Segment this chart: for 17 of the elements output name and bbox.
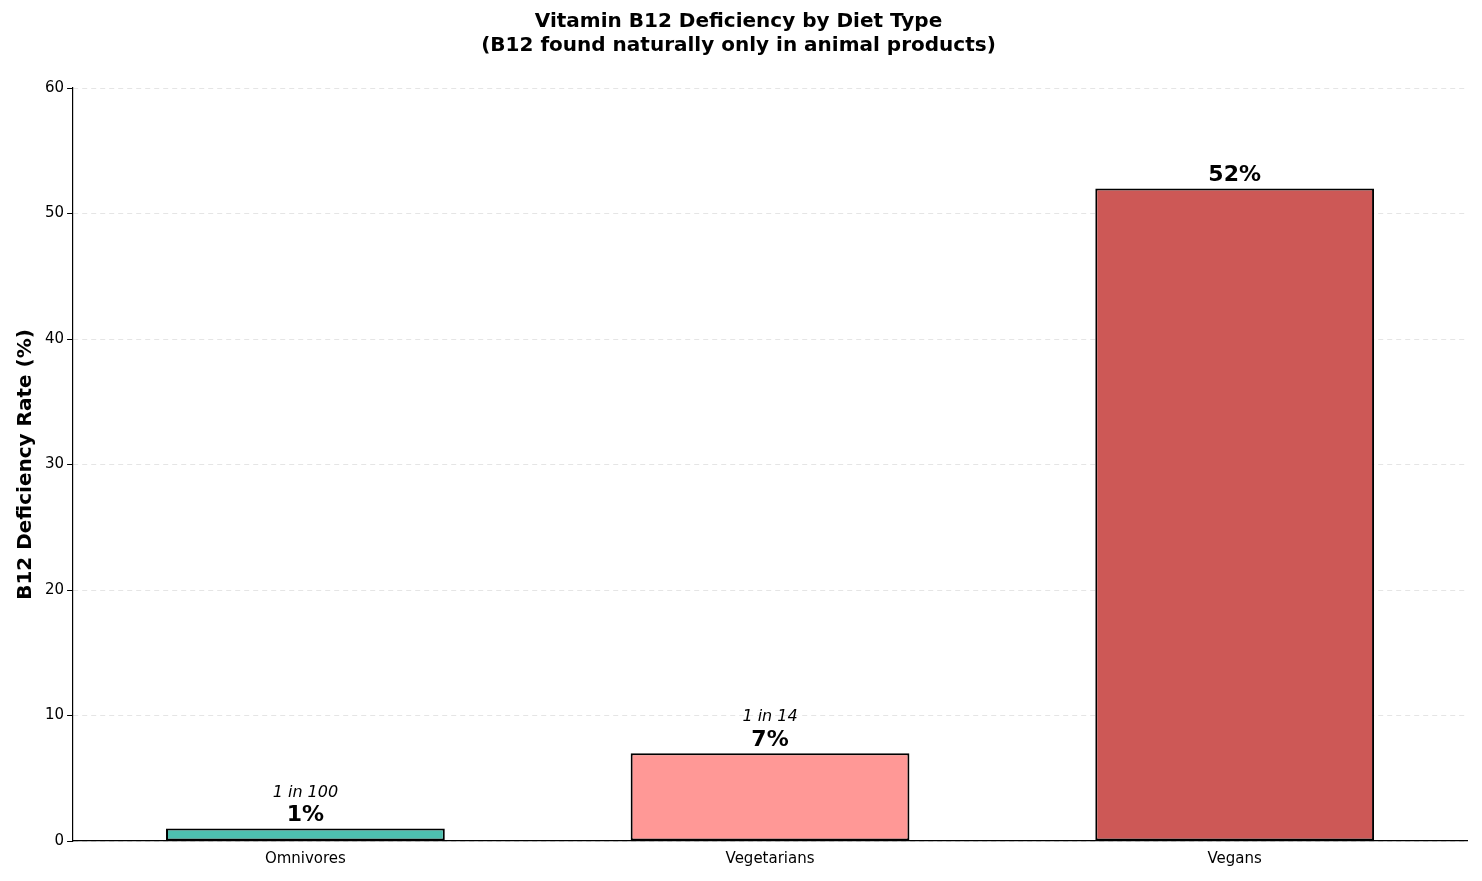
y-tick-label: 10	[44, 705, 65, 724]
data-label: 52%	[1208, 161, 1262, 187]
y-tick-label: 0	[54, 830, 65, 849]
y-tick-label: 50	[44, 203, 65, 222]
data-label: 7%	[751, 725, 789, 751]
x-tick-label: Vegans	[1207, 848, 1263, 867]
y-axis-title: B12 Deficiency Rate (%)	[12, 329, 37, 600]
y-tick-label: 40	[44, 328, 65, 347]
x-tick-label: Omnivores	[264, 848, 347, 867]
x-tick-label: Vegetarians	[725, 848, 815, 867]
data-label: 1%	[286, 801, 325, 827]
y-tick-label: 60	[44, 77, 65, 96]
y-tick-label: 20	[44, 579, 65, 598]
annotation: 1 in 100	[272, 781, 339, 801]
chart-title: Vitamin B12 Deficiency by Diet Type (B12 found naturally only in animal products)	[481, 8, 996, 57]
annotation: 1 in 14	[742, 706, 798, 726]
y-tick-label: 30	[44, 454, 65, 473]
